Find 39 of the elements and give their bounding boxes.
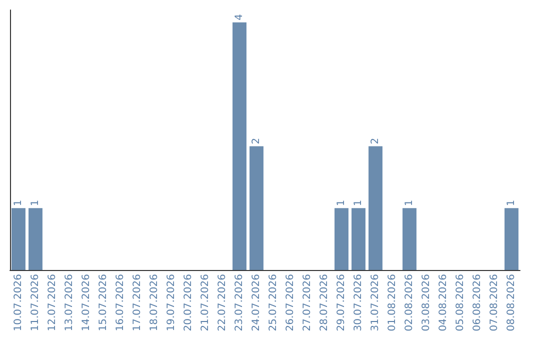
data-label: 1 [30, 200, 41, 206]
data-label: 1 [13, 200, 24, 206]
x-tick-label: 03.08.2026 [421, 274, 432, 332]
x-tick-label: 20.07.2026 [183, 274, 194, 332]
x-tick-label: 21.07.2026 [200, 274, 211, 332]
x-tick-label: 04.08.2026 [438, 274, 449, 332]
x-tick-label: 01.08.2026 [387, 274, 398, 332]
x-tick-label: 29.07.2026 [336, 274, 347, 332]
x-tick-label: 12.07.2026 [47, 274, 58, 332]
x-tick-label: 23.07.2026 [234, 274, 245, 332]
x-tick-label: 11.07.2026 [30, 274, 41, 332]
data-label: 4 [234, 14, 245, 20]
x-tick-label: 19.07.2026 [166, 274, 177, 332]
x-tick-label: 22.07.2026 [217, 274, 228, 332]
x-tick-label: 14.07.2026 [81, 274, 92, 332]
data-label: 1 [353, 200, 364, 206]
data-label: 1 [506, 200, 517, 206]
x-tick-label: 13.07.2026 [64, 274, 75, 332]
data-label: 2 [251, 138, 262, 144]
data-label: 1 [336, 200, 347, 206]
x-tick-label: 10.07.2026 [13, 274, 24, 332]
x-tick-label: 16.07.2026 [115, 274, 126, 332]
x-tick-label: 06.08.2026 [472, 274, 483, 332]
x-tick-label: 15.07.2026 [98, 274, 109, 332]
x-tick-label: 07.08.2026 [489, 274, 500, 332]
x-tick-label: 05.08.2026 [455, 274, 466, 332]
x-tick-label: 02.08.2026 [404, 274, 415, 332]
x-tick-label: 24.07.2026 [251, 274, 262, 332]
x-tick-label: 31.07.2026 [370, 274, 381, 332]
x-tick-label: 30.07.2026 [353, 274, 364, 332]
data-label: 1 [404, 200, 415, 206]
x-tick-label: 08.08.2026 [506, 274, 517, 332]
data-label: 2 [370, 138, 381, 144]
x-tick-label: 27.07.2026 [302, 274, 313, 332]
x-tick-label: 17.07.2026 [132, 274, 143, 332]
x-tick-label: 18.07.2026 [149, 274, 160, 332]
x-tick-label: 25.07.2026 [268, 274, 279, 332]
x-tick-label: 26.07.2026 [285, 274, 296, 332]
x-tick-label: 28.07.2026 [319, 274, 330, 332]
